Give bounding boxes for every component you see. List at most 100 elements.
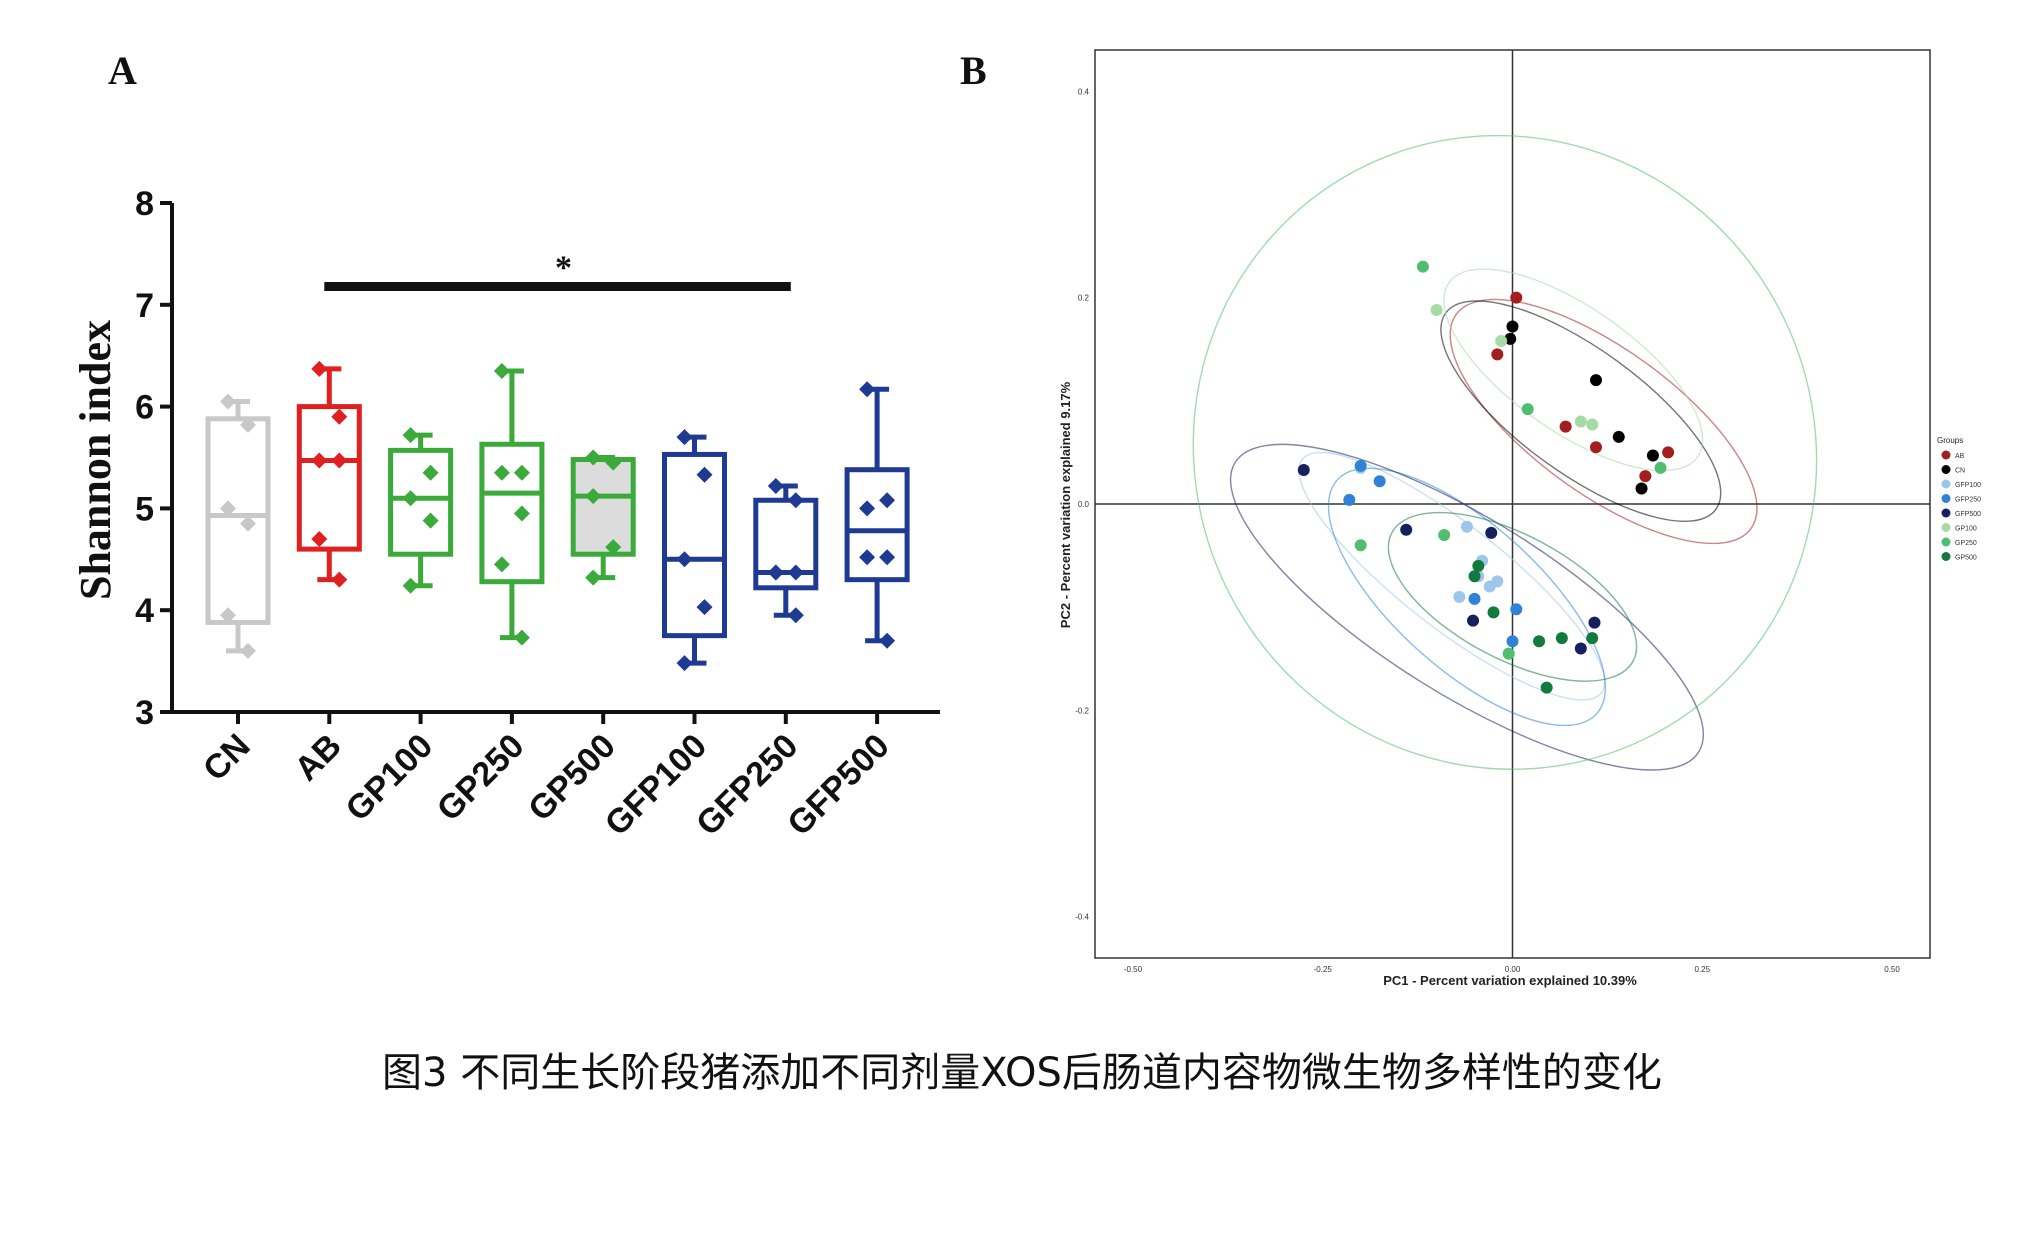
box-gfp100: [662, 429, 727, 672]
data-point: [240, 515, 256, 532]
point-gfp250: [1354, 459, 1367, 472]
box-body: [479, 441, 545, 585]
data-point: [696, 466, 713, 483]
y-tick-label: 3: [135, 694, 154, 732]
y-tick-label: 6: [135, 389, 154, 427]
legend-marker-gp100: [1941, 523, 1951, 532]
data-point: [513, 464, 530, 481]
y-tick-label: 0.2: [1078, 294, 1090, 303]
point-gfp250: [1373, 475, 1386, 488]
data-point: [585, 569, 602, 586]
data-point: [585, 488, 602, 505]
legend-marker-gfp100: [1941, 479, 1951, 489]
data-point: [787, 607, 804, 624]
panel-b-legend: Groups AB CN GFP100 GFP250 GFP500 GP100 GP250 G…: [1937, 436, 1981, 562]
y-tick-label: 8: [135, 185, 154, 223]
point-gp500: [1540, 681, 1553, 694]
ellipse-gp100: [1443, 268, 1704, 472]
point-ab: [1639, 470, 1652, 483]
point-gfp500: [1574, 642, 1587, 655]
point-gfp250: [1510, 603, 1523, 616]
point-ab: [1491, 348, 1504, 361]
data-point: [402, 490, 419, 507]
point-gp500: [1586, 632, 1599, 645]
legend-marker-gp250: [1941, 537, 1951, 547]
y-tick-label: 0.0: [1078, 500, 1090, 509]
point-gp100: [1574, 415, 1587, 428]
point-gp250: [1502, 647, 1515, 660]
point-gfp100: [1460, 520, 1473, 533]
data-point: [605, 454, 622, 471]
data-point: [331, 452, 348, 469]
legend-marker-cn: [1941, 465, 1951, 474]
data-point: [493, 464, 510, 481]
legend-label-gp500: GP500: [1955, 555, 1977, 562]
data-point: [859, 549, 876, 566]
panel-b-pca-scatter: B PC1 - Percent variation explained 10.3…: [960, 48, 1981, 988]
data-point: [879, 549, 896, 566]
point-gfp500: [1297, 463, 1310, 476]
ellipse-gfp500: [1229, 443, 1705, 771]
data-point: [311, 360, 328, 377]
data-point: [311, 452, 328, 469]
point-gp500: [1555, 632, 1568, 645]
point-cn: [1635, 482, 1648, 495]
data-point: [879, 492, 896, 509]
data-point: [220, 393, 236, 410]
panel-b-label: B: [960, 48, 987, 93]
y-tick-label: 5: [135, 490, 154, 528]
box-body: [662, 451, 727, 639]
y-tick-label: 4: [135, 592, 154, 630]
panel-b-x-axis-label: PC1 - Percent variation explained 10.39%: [1383, 973, 1637, 988]
y-tick-label: -0.2: [1075, 706, 1089, 715]
legend-label-gfp500: GFP500: [1955, 511, 1981, 518]
point-gp250: [1416, 260, 1429, 273]
box-body: [205, 416, 271, 625]
point-gfp500: [1400, 523, 1413, 536]
point-gp500: [1472, 559, 1485, 572]
data-point: [240, 416, 256, 433]
y-tick-label: -0.4: [1075, 913, 1089, 922]
point-gp500: [1487, 606, 1500, 619]
data-point: [513, 505, 530, 522]
data-point: [513, 629, 530, 646]
data-point: [402, 427, 419, 444]
data-point: [676, 551, 693, 568]
panel-a-boxes: [205, 360, 910, 672]
data-point: [676, 429, 693, 446]
ellipse-ab: [1449, 298, 1758, 545]
legend-label-gfp100: GFP100: [1955, 482, 1981, 489]
point-gp250: [1654, 461, 1667, 474]
point-gp250: [1354, 539, 1367, 552]
box-body: [388, 447, 454, 557]
box-ab: [296, 360, 362, 588]
ellipse-gp250: [1192, 134, 1818, 770]
point-gp100: [1495, 334, 1508, 347]
x-tick-label: 0.50: [1884, 965, 1900, 974]
data-point: [422, 512, 439, 529]
point-gp100: [1430, 304, 1443, 317]
data-point: [879, 632, 896, 649]
point-cn: [1646, 449, 1659, 462]
panel-a-label: A: [108, 48, 137, 93]
point-cn: [1612, 430, 1625, 443]
data-point: [311, 530, 328, 547]
point-gfp250: [1506, 635, 1519, 648]
legend-label-gfp250: GFP250: [1955, 497, 1981, 504]
box-body: [844, 467, 910, 583]
data-point: [787, 492, 804, 509]
point-gfp500: [1588, 616, 1601, 629]
data-point: [696, 599, 713, 616]
data-point: [859, 500, 876, 517]
box-body: [570, 457, 636, 557]
data-point: [767, 478, 784, 495]
point-gp100: [1586, 418, 1599, 431]
point-ab: [1662, 446, 1675, 459]
figure-caption: 图3 不同生长阶段猪添加不同剂量XOS后肠道内容物微生物多样性的变化: [382, 1050, 1662, 1096]
ellipse-gfp250: [1327, 467, 1607, 727]
data-point: [240, 642, 256, 659]
point-gp500: [1468, 570, 1481, 583]
ellipse-gp500: [1387, 511, 1638, 682]
data-point: [585, 449, 602, 466]
